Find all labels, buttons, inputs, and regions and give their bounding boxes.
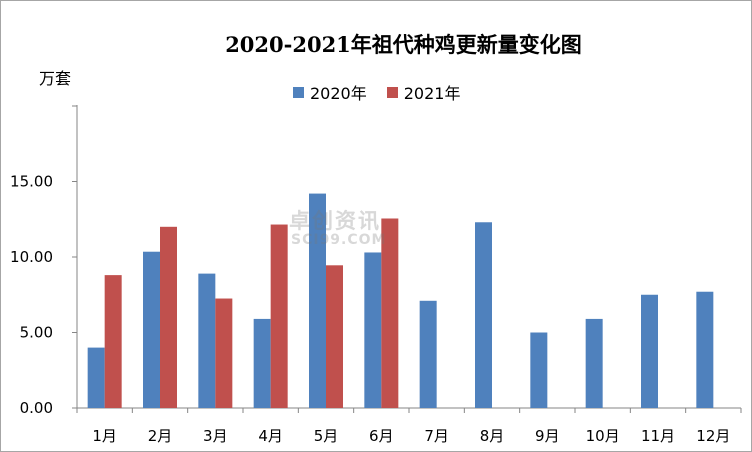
x-tick-label: 12月 <box>696 427 730 445</box>
bar-2021年-1月 <box>104 275 122 408</box>
y-axis-unit-label: 万套 <box>39 69 72 88</box>
bar-2020年-8月 <box>475 222 492 408</box>
bar-2020年-5月 <box>309 193 326 408</box>
bar-2021年-3月 <box>215 298 233 408</box>
x-tick-label: 8月 <box>480 427 505 445</box>
bar-2020年-4月 <box>253 318 271 408</box>
bar-2020年-9月 <box>530 332 548 408</box>
bar-2020年-2月 <box>143 251 160 408</box>
y-tick-label: 5.00 <box>20 324 53 342</box>
legend-item-2020: 2020年 <box>293 80 367 104</box>
x-tick-label: 7月 <box>424 427 449 445</box>
legend-swatch-2020 <box>293 86 304 98</box>
x-tick-label: 2月 <box>148 427 173 445</box>
x-tick-label: 5月 <box>314 427 339 445</box>
bar-2020年-7月 <box>419 300 437 408</box>
bar-2021年-6月 <box>381 218 399 408</box>
y-tick-label: 15.00 <box>10 173 53 191</box>
y-tick-label: 10.00 <box>10 248 53 266</box>
bar-2020年-10月 <box>585 318 603 408</box>
legend: 2020年 2021年 <box>293 80 480 104</box>
bar-2021年-5月 <box>326 265 343 408</box>
x-tick-label: 3月 <box>203 427 228 445</box>
bar-2020年-12月 <box>696 291 714 408</box>
bar-2020年-11月 <box>641 294 658 408</box>
legend-item-2021: 2021年 <box>386 80 461 104</box>
y-tick-label: 0.00 <box>20 399 53 417</box>
x-tick-label: 9月 <box>535 427 560 445</box>
bar-2021年-2月 <box>160 226 177 408</box>
legend-label-2021: 2021年 <box>403 84 461 103</box>
legend-label-2020: 2020年 <box>310 84 367 103</box>
x-tick-label: 11月 <box>641 427 675 445</box>
bar-2020年-6月 <box>364 252 382 408</box>
x-tick-label: 1月 <box>92 427 117 445</box>
x-tick-label: 10月 <box>586 427 620 445</box>
bar-2021年-4月 <box>270 224 288 408</box>
x-tick-label: 6月 <box>369 427 394 445</box>
chart-title: 2020-2021年祖代种鸡更新量变化图 <box>225 32 582 57</box>
bar-2020年-3月 <box>198 273 216 408</box>
bar-2020年-1月 <box>87 347 105 408</box>
x-tick-label: 4月 <box>258 427 283 445</box>
legend-swatch-2021 <box>386 86 398 98</box>
